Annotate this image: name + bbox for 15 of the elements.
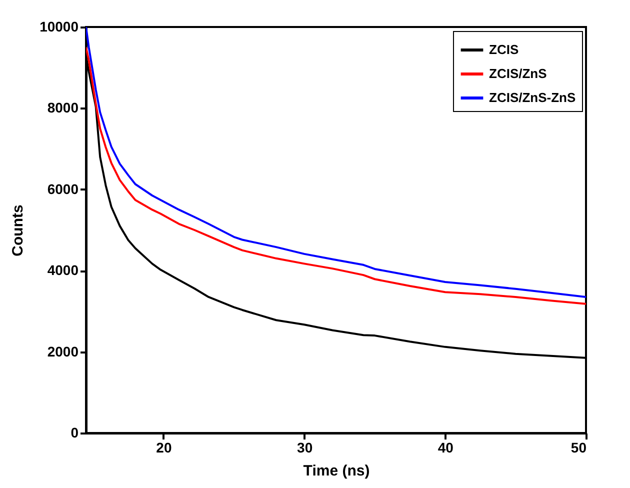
y-tick-label: 10000 <box>40 18 79 34</box>
legend-label: ZCIS/ZnS <box>489 66 548 81</box>
x-tick-label: 40 <box>438 440 454 456</box>
y-tick-label: 2000 <box>47 343 79 360</box>
y-tick-label: 4000 <box>47 262 79 278</box>
y-tick-label: 8000 <box>47 100 79 116</box>
x-tick-label: 20 <box>156 440 172 456</box>
y-tick-label: 0 <box>70 424 79 440</box>
legend-label: ZCIS/ZnS-ZnS <box>489 90 576 105</box>
x-axis-title: Time (ns) <box>303 462 370 480</box>
x-tick-label: 50 <box>570 440 587 456</box>
y-axis-title: Counts <box>10 204 27 256</box>
legend-label: ZCIS <box>489 42 519 57</box>
x-tick-label: 30 <box>297 440 313 456</box>
y-tick-label: 6000 <box>47 180 79 197</box>
